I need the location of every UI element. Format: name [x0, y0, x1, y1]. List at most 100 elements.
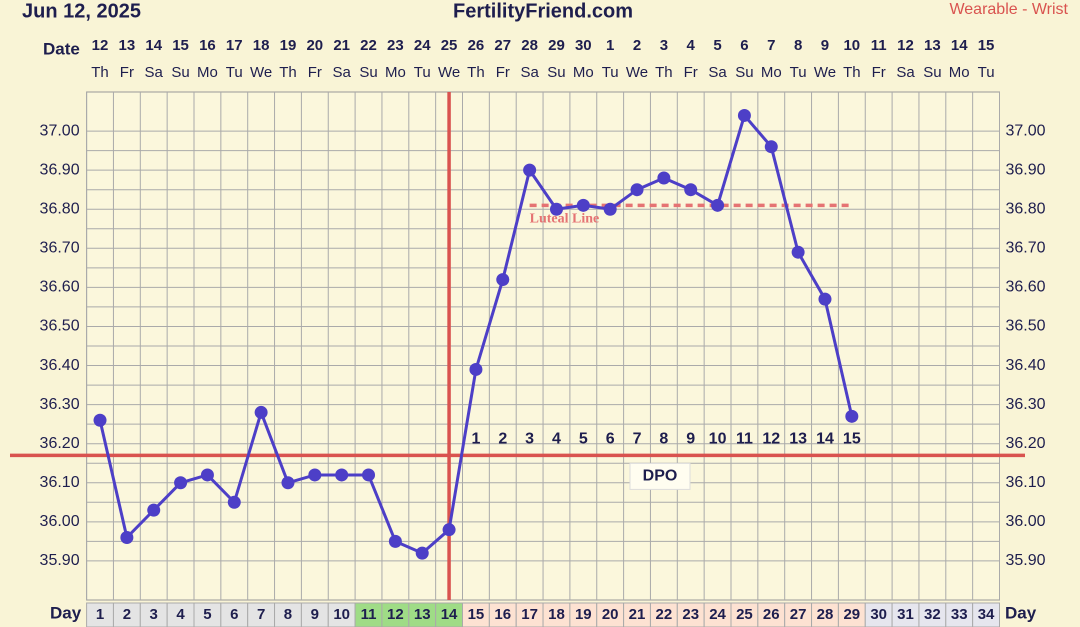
y-tick-label: 36.80: [40, 200, 80, 217]
day-cell: [220, 602, 249, 627]
date-label: 12: [92, 37, 109, 54]
y-tick-label-right: 36.70: [1006, 240, 1046, 257]
dpo-number: 4: [552, 431, 561, 448]
date-label: 12: [897, 37, 914, 54]
date-label: 21: [333, 37, 350, 54]
weekday-label: We: [250, 64, 272, 81]
temperature-point: [388, 534, 402, 548]
weekday-label: Su: [735, 64, 753, 81]
x-tick-label: 31: [897, 606, 914, 623]
x-tick-label: 9: [311, 606, 319, 623]
day-cell: [462, 602, 490, 627]
day-cell: [300, 602, 329, 627]
date-label: 30: [575, 37, 592, 54]
weekday-label: We: [626, 64, 648, 81]
temperature-point: [496, 273, 510, 287]
x-tick-label: 30: [870, 606, 887, 623]
date-label: 1: [606, 37, 614, 54]
day-cell: [515, 602, 544, 627]
date-label: 2: [633, 37, 641, 54]
temperature-point: [737, 108, 751, 122]
x-tick-label: 26: [763, 606, 780, 623]
x-tick-label: 5: [203, 606, 211, 623]
date-label: 7: [767, 37, 775, 54]
weekday-label: Tu: [602, 64, 619, 81]
temperature-point: [200, 468, 214, 482]
temperature-point: [147, 503, 161, 517]
weekday-label: Sa: [145, 64, 164, 81]
header-date: Jun 12, 2025: [22, 0, 141, 22]
temperature-point: [335, 468, 349, 482]
weekday-label: Su: [923, 64, 941, 81]
date-label: 15: [172, 37, 189, 54]
date-label: 23: [387, 37, 404, 54]
x-tick-label: 23: [682, 606, 699, 623]
x-tick-label: 7: [257, 606, 265, 623]
x-tick-label: 6: [230, 606, 238, 623]
weekday-label: Fr: [496, 64, 510, 81]
day-cell: [408, 602, 437, 627]
temperature-point: [657, 171, 671, 185]
x-tick-label: 27: [790, 606, 807, 623]
y-tick-label-right: 36.10: [1006, 474, 1046, 491]
date-label: 14: [951, 37, 968, 54]
date-label: 26: [468, 37, 485, 54]
y-tick-label-right: 36.90: [1006, 161, 1046, 178]
x-tick-label: 24: [709, 606, 726, 623]
date-label: 8: [794, 37, 802, 54]
y-tick-label-right: 36.80: [1006, 200, 1046, 217]
date-label: 3: [660, 37, 668, 54]
y-tick-label-right: 36.20: [1006, 435, 1046, 452]
date-label: 28: [521, 37, 538, 54]
y-tick-label-right: 36.00: [1006, 513, 1046, 530]
x-tick-label: 12: [387, 606, 404, 623]
dpo-number: 11: [736, 431, 753, 448]
dpo-number: 2: [498, 431, 507, 448]
temperature-point: [549, 202, 563, 216]
date-label: 27: [494, 37, 511, 54]
temperature-point: [308, 468, 322, 482]
y-tick-label-right: 36.40: [1006, 357, 1046, 374]
weekday-label: Fr: [684, 64, 698, 81]
x-tick-label: 21: [629, 606, 646, 623]
luteal-label: Luteal Line: [530, 212, 600, 227]
x-tick-label: 25: [736, 606, 753, 623]
date-label: 19: [280, 37, 297, 54]
temperature-point: [845, 409, 859, 423]
day-cell: [649, 602, 678, 627]
temperature-point: [362, 468, 376, 482]
y-tick-label-right: 36.60: [1006, 279, 1046, 296]
y-tick-label: 36.20: [40, 435, 80, 452]
weekday-label: Su: [171, 64, 189, 81]
date-label: 24: [414, 37, 431, 54]
x-tick-label: 19: [575, 606, 592, 623]
temperature-point: [254, 405, 268, 419]
temperature-point: [818, 292, 832, 306]
x-tick-label: 22: [656, 606, 673, 623]
x-tick-label: 20: [602, 606, 619, 623]
temperature-point: [415, 546, 429, 560]
day-cell: [274, 602, 302, 627]
day-cell: [972, 602, 1001, 627]
day-cell: [488, 602, 517, 627]
y-tick-label-right: 36.30: [1006, 396, 1046, 413]
x-axis-label-right: Day: [1005, 603, 1037, 622]
dpo-number: 9: [686, 431, 695, 448]
date-label: 5: [713, 37, 721, 54]
x-tick-label: 2: [123, 606, 131, 623]
date-label: 11: [871, 37, 887, 54]
weekday-label: Tu: [790, 64, 807, 81]
date-label: 18: [253, 37, 270, 54]
weekday-label: Fr: [872, 64, 886, 81]
y-tick-label-right: 35.90: [1006, 552, 1046, 569]
y-tick-label: 37.00: [40, 122, 80, 139]
x-tick-label: 10: [333, 606, 350, 623]
weekday-label: Th: [467, 64, 485, 81]
y-tick-label-right: 36.50: [1006, 318, 1046, 335]
temperature-point: [442, 523, 456, 537]
date-label: 14: [145, 37, 162, 54]
weekday-label: Tu: [978, 64, 995, 81]
header-source: Wearable - Wrist: [949, 1, 1068, 18]
y-tick-label: 35.90: [40, 552, 80, 569]
weekday-label: Th: [843, 64, 861, 81]
